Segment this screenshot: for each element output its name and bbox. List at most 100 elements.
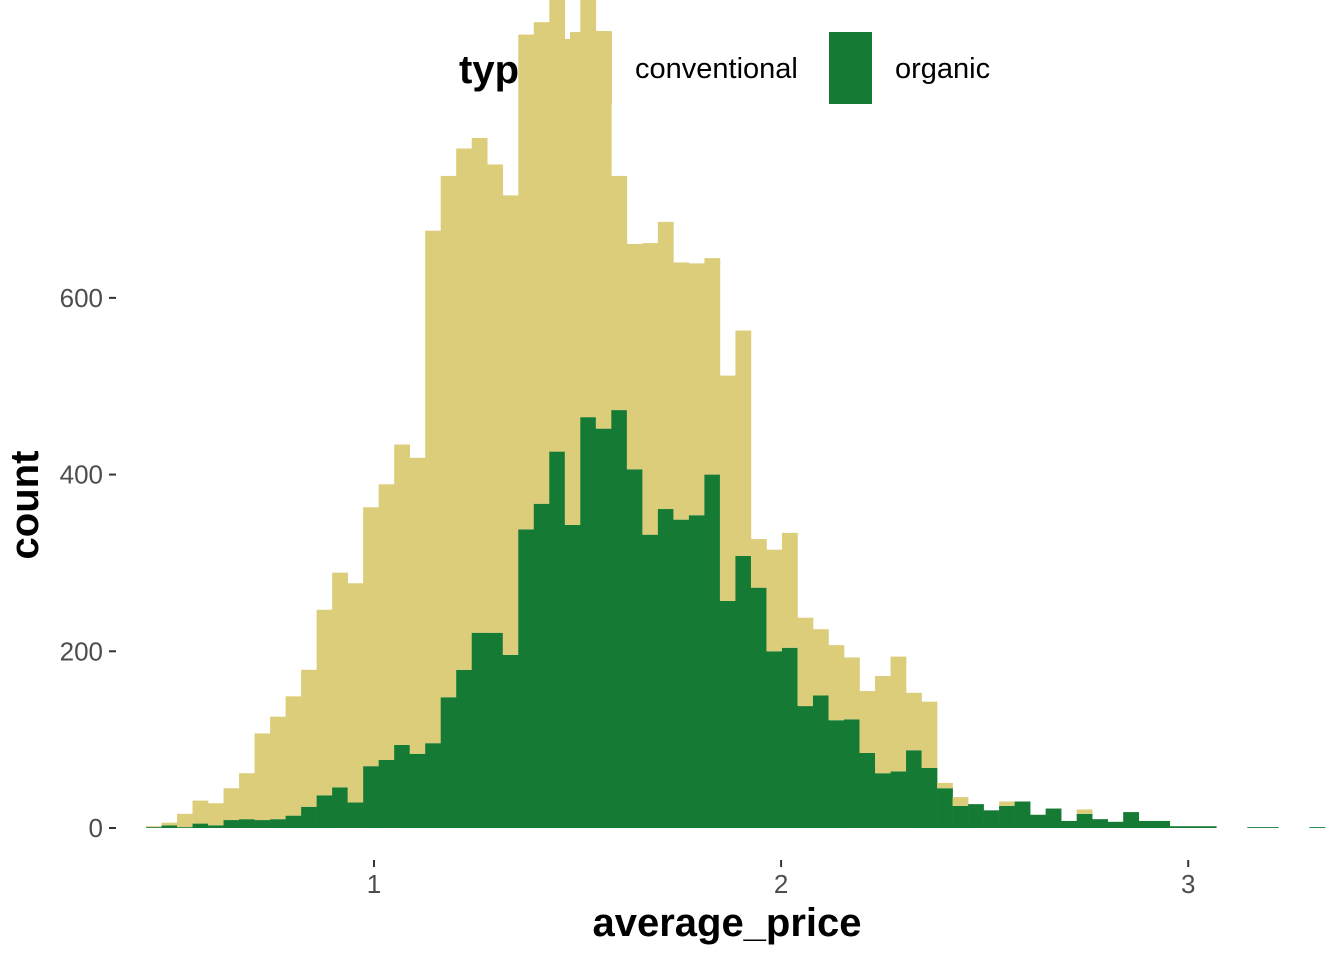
bar-conventional bbox=[518, 34, 535, 530]
bar-organic bbox=[378, 759, 395, 828]
bar-organic bbox=[704, 474, 721, 828]
bar-organic bbox=[285, 815, 302, 828]
bar-conventional bbox=[502, 195, 519, 655]
bar-conventional bbox=[285, 696, 302, 816]
bar-organic bbox=[1200, 826, 1217, 828]
y-tick-label: 600 bbox=[60, 283, 103, 313]
bar-conventional bbox=[549, 0, 566, 452]
bar-conventional bbox=[487, 164, 504, 633]
bar-conventional bbox=[999, 801, 1015, 806]
bar-organic bbox=[332, 787, 348, 828]
bar-organic bbox=[363, 766, 379, 828]
x-tick-label: 3 bbox=[1181, 869, 1195, 899]
y-tick-label: 400 bbox=[60, 460, 103, 490]
bar-conventional bbox=[828, 645, 845, 721]
bar-organic bbox=[688, 515, 705, 828]
bar-organic bbox=[642, 534, 659, 828]
bar-conventional bbox=[844, 657, 860, 720]
bar-conventional bbox=[952, 797, 969, 806]
bar-organic bbox=[1185, 826, 1202, 828]
bar-conventional bbox=[146, 826, 162, 828]
bar-conventional bbox=[347, 583, 364, 803]
x-tick-label: 1 bbox=[367, 869, 381, 899]
bar-conventional bbox=[177, 813, 193, 828]
bar-conventional bbox=[316, 609, 333, 796]
legend-label-conventional: conventional bbox=[635, 53, 798, 85]
bars-layer bbox=[146, 0, 1326, 828]
bar-conventional bbox=[766, 549, 783, 652]
bar-organic bbox=[1309, 827, 1326, 828]
bar-conventional bbox=[471, 137, 488, 633]
bar-conventional bbox=[533, 22, 550, 504]
bar-organic bbox=[533, 503, 550, 828]
bar-conventional bbox=[812, 629, 829, 696]
bar-organic bbox=[456, 669, 473, 828]
bar-conventional bbox=[781, 532, 798, 648]
bar-conventional bbox=[254, 733, 271, 821]
bar-organic bbox=[766, 651, 783, 828]
bar-organic bbox=[890, 771, 907, 828]
bar-conventional bbox=[750, 539, 767, 588]
bar-organic bbox=[797, 706, 814, 828]
bar-conventional bbox=[223, 788, 240, 821]
bar-organic bbox=[906, 750, 922, 828]
bar-organic bbox=[471, 632, 488, 828]
bar-organic bbox=[595, 428, 612, 828]
bar-organic bbox=[1123, 812, 1140, 828]
bar-organic bbox=[812, 695, 829, 828]
bar-conventional bbox=[239, 773, 255, 820]
bar-conventional bbox=[937, 782, 953, 789]
bar-conventional bbox=[921, 701, 938, 768]
bar-organic bbox=[844, 719, 860, 828]
bar-organic bbox=[781, 647, 798, 828]
bar-conventional bbox=[580, 0, 597, 418]
bar-organic bbox=[828, 720, 845, 828]
bar-organic bbox=[1092, 819, 1108, 828]
bar-organic bbox=[394, 744, 410, 828]
bar-organic bbox=[549, 451, 566, 828]
bar-conventional bbox=[611, 175, 628, 411]
bar-organic bbox=[440, 697, 457, 828]
bar-organic bbox=[1107, 821, 1124, 828]
bar-conventional bbox=[595, 31, 612, 429]
bar-conventional bbox=[208, 803, 224, 826]
legend-key-organic bbox=[829, 32, 872, 104]
y-axis: 0 200 400 600 bbox=[60, 283, 116, 843]
bar-organic bbox=[223, 820, 240, 828]
bar-organic bbox=[1262, 827, 1279, 828]
bar-conventional bbox=[688, 263, 705, 516]
bar-organic bbox=[626, 469, 643, 828]
bar-organic bbox=[1061, 820, 1077, 828]
bar-organic bbox=[301, 806, 317, 828]
bar-conventional bbox=[673, 262, 690, 520]
bar-conventional bbox=[363, 507, 379, 767]
bar-organic bbox=[611, 410, 628, 828]
bar-organic bbox=[859, 752, 876, 828]
bar-organic bbox=[425, 743, 442, 828]
bar-organic bbox=[750, 587, 767, 828]
bar-conventional bbox=[394, 444, 410, 745]
bar-organic bbox=[239, 819, 255, 828]
bar-organic bbox=[161, 825, 178, 828]
bar-organic bbox=[409, 753, 426, 828]
bar-conventional bbox=[719, 375, 736, 601]
bar-conventional bbox=[704, 258, 721, 475]
bar-organic bbox=[1138, 820, 1155, 828]
bar-conventional bbox=[456, 148, 473, 670]
bar-organic bbox=[1030, 814, 1046, 828]
bar-conventional bbox=[735, 330, 752, 556]
bar-organic bbox=[518, 529, 535, 828]
bar-conventional bbox=[875, 676, 891, 774]
y-tick-label: 0 bbox=[89, 813, 103, 843]
y-axis-title: count bbox=[3, 451, 47, 560]
y-tick-label: 200 bbox=[60, 636, 103, 666]
bar-organic bbox=[999, 805, 1015, 828]
bar-organic bbox=[719, 600, 736, 828]
legend-label-organic: organic bbox=[895, 53, 990, 85]
bar-organic bbox=[146, 827, 162, 828]
bar-conventional bbox=[906, 692, 922, 751]
bar-organic bbox=[1247, 827, 1264, 828]
bar-conventional bbox=[859, 691, 876, 753]
